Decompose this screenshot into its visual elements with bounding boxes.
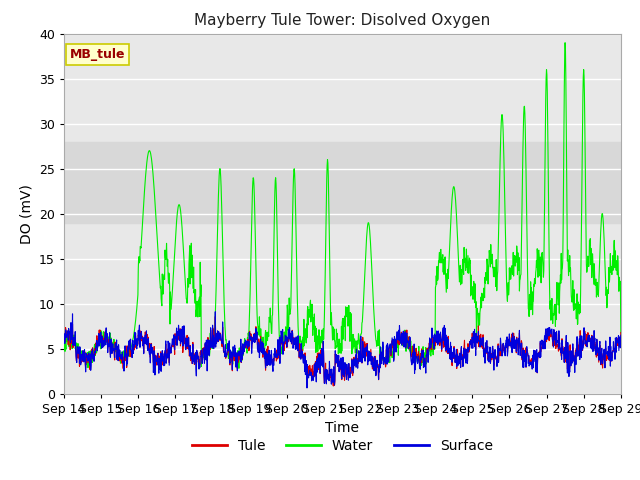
Water xyxy=(617,330,625,336)
Tule xyxy=(60,338,68,344)
Text: MB_tule: MB_tule xyxy=(70,48,125,61)
Surface xyxy=(246,336,254,342)
Tule xyxy=(552,334,559,340)
Surface xyxy=(502,337,510,343)
Line: Water: Water xyxy=(64,43,621,368)
Tule xyxy=(502,341,510,347)
Surface xyxy=(617,332,625,338)
Tule xyxy=(170,344,178,350)
Water xyxy=(170,255,178,261)
X-axis label: Time: Time xyxy=(325,421,360,435)
Water xyxy=(235,365,243,371)
Y-axis label: DO (mV): DO (mV) xyxy=(20,184,33,243)
Title: Mayberry Tule Tower: Disolved Oxygen: Mayberry Tule Tower: Disolved Oxygen xyxy=(195,13,490,28)
Water xyxy=(551,307,559,313)
Surface xyxy=(552,330,559,336)
Line: Tule: Tule xyxy=(64,317,621,386)
Water xyxy=(246,274,254,279)
Surface xyxy=(170,344,178,350)
Tule xyxy=(246,337,254,343)
Bar xyxy=(64,142,621,223)
Tule xyxy=(617,330,625,336)
Legend: Tule, Water, Surface: Tule, Water, Surface xyxy=(186,433,499,459)
Surface xyxy=(184,341,191,347)
Water xyxy=(429,352,437,358)
Water xyxy=(502,251,509,256)
Line: Surface: Surface xyxy=(64,312,621,388)
Surface xyxy=(60,336,68,342)
Surface xyxy=(211,309,219,314)
Tule xyxy=(211,314,219,320)
Tule xyxy=(429,335,437,341)
Water xyxy=(60,346,68,352)
Water xyxy=(184,276,191,281)
Tule xyxy=(330,383,337,389)
Surface xyxy=(429,335,437,341)
Tule xyxy=(184,346,191,352)
Water xyxy=(561,40,569,46)
Surface xyxy=(303,385,311,391)
